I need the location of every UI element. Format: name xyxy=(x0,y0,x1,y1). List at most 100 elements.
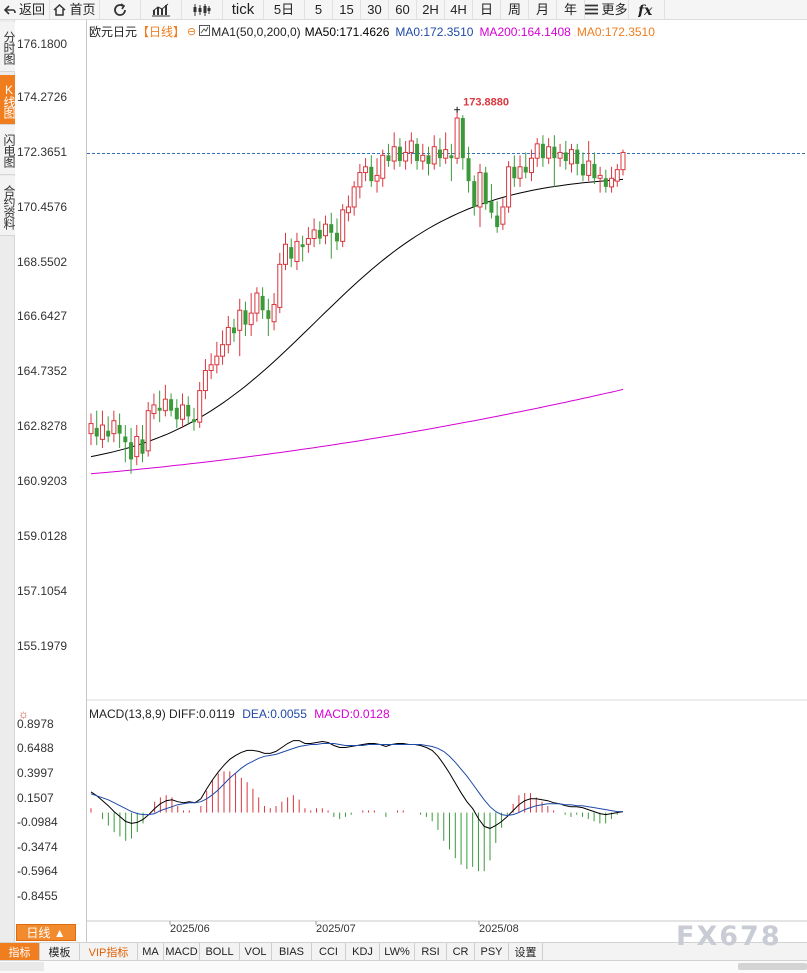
price-tick-label: 172.3651 xyxy=(17,145,68,159)
indicator-tab[interactable]: CR xyxy=(447,943,475,960)
period-15-button[interactable]: 15 xyxy=(333,0,361,19)
candle-body-down xyxy=(334,232,339,242)
candle-body-up xyxy=(546,146,552,159)
candle-body-up xyxy=(225,326,231,346)
indicator-tab[interactable]: CCI xyxy=(312,943,346,960)
indicator-tab[interactable]: MACD xyxy=(164,943,200,960)
macd-diff: DIFF:0.0119 xyxy=(169,707,235,721)
indicator-tab[interactable]: PSY xyxy=(475,943,509,960)
macd-tick-label: 0.8978 xyxy=(17,717,54,731)
tab-contract-info[interactable]: 合约资料 xyxy=(0,176,16,236)
period-日-button[interactable]: 日 xyxy=(473,0,501,19)
period-select-button[interactable]: 日线 ▲ xyxy=(16,924,76,941)
candle-body-down xyxy=(329,224,334,233)
indicator-tab[interactable]: VOL xyxy=(240,943,272,960)
period-tick-button[interactable]: tick xyxy=(223,0,264,19)
tab-timeshare[interactable]: 分时图 xyxy=(0,22,16,72)
macd-tick-label: -0.0984 xyxy=(17,815,58,829)
indicator-name: MA1(50,0,200,0) xyxy=(211,25,301,39)
back-arrow-button[interactable]: 返回 xyxy=(0,0,50,19)
candle-body-down xyxy=(460,118,465,159)
kline-chart[interactable]: 173.8880 xyxy=(0,0,807,942)
scrollbar-left-track[interactable] xyxy=(0,962,44,971)
period-5日-button[interactable]: 5日 xyxy=(264,0,305,19)
indicator-edit-icon[interactable] xyxy=(199,24,211,40)
macd-tick-label: -0.5964 xyxy=(17,864,58,878)
period-4H-button[interactable]: 4H xyxy=(445,0,473,19)
period-30-button[interactable]: 30 xyxy=(361,0,389,19)
candle-body-up xyxy=(311,229,317,240)
candle-body-up xyxy=(363,166,369,174)
candle-body-down xyxy=(449,155,454,159)
macd-settings-icon[interactable]: ☼ xyxy=(18,707,29,721)
period-周-button[interactable]: 周 xyxy=(501,0,529,19)
toolbar-label: 首页 xyxy=(69,2,96,17)
candle-body-up xyxy=(569,149,575,165)
price-tick-label: 166.6427 xyxy=(17,309,68,323)
candle-body-up xyxy=(477,172,483,208)
indicator-tab[interactable]: BOLL xyxy=(200,943,240,960)
indicator-tab[interactable]: BIAS xyxy=(272,943,312,960)
indicator-tab[interactable]: KDJ xyxy=(346,943,380,960)
toolbar-label: 2H xyxy=(422,2,439,17)
candle-body-down xyxy=(603,178,608,187)
watermark-logo: FX678 xyxy=(676,921,782,952)
candle-body-down xyxy=(580,163,585,176)
price-tick-label: 160.9203 xyxy=(17,474,68,488)
indicator-tab[interactable]: VIP指标 xyxy=(80,943,138,960)
price-tick-label: 159.0128 xyxy=(17,529,68,543)
macd-tick-label: 0.3997 xyxy=(17,766,54,780)
indicator-tab[interactable]: LW% xyxy=(380,943,415,960)
scrollbar-thumb[interactable] xyxy=(738,963,807,970)
toolbar-label: 15 xyxy=(339,2,354,17)
candle-body-down xyxy=(466,158,471,182)
refresh-icon xyxy=(112,2,128,18)
candle-body-up xyxy=(271,304,277,323)
candle-body-up xyxy=(517,166,523,179)
candle-body-up xyxy=(380,154,386,179)
period-月-button[interactable]: 月 xyxy=(529,0,557,19)
period-5-button[interactable]: 5 xyxy=(305,0,333,19)
candle-body-up xyxy=(586,160,592,176)
macd-tick-label: -0.8455 xyxy=(17,889,58,903)
candle-body-up xyxy=(403,151,409,162)
macd-tick-label: -0.3474 xyxy=(17,840,58,854)
tab-flash-chart[interactable]: 闪电图 xyxy=(0,125,16,175)
tab-kline[interactable]: K线图 xyxy=(0,75,16,125)
settings-toggle-icon[interactable]: ⊖ xyxy=(187,26,197,38)
price-tick-label: 176.1800 xyxy=(17,37,68,51)
formula-fx-button[interactable]: fx xyxy=(629,0,665,19)
indicator-tab[interactable]: MA xyxy=(138,943,164,960)
refresh-button[interactable] xyxy=(100,0,141,19)
candle-body-up xyxy=(357,172,363,188)
candle-body-down xyxy=(563,152,568,162)
menu-button[interactable]: 更多 xyxy=(585,0,629,19)
ma50-value: MA50:171.4626 xyxy=(304,25,390,39)
period-年-button[interactable]: 年 xyxy=(557,0,585,19)
date-label: 2025/07 xyxy=(316,923,356,935)
candle-body-up xyxy=(208,364,214,372)
period-2H-button[interactable]: 2H xyxy=(417,0,445,19)
macd-dea: DEA:0.0055 xyxy=(242,707,307,721)
indicator-tab[interactable]: 模板 xyxy=(40,943,80,960)
candle-body-up xyxy=(351,186,357,208)
line-chart-icon xyxy=(151,3,171,17)
date-label: 2025/08 xyxy=(479,923,519,935)
indicator-tab[interactable]: 设置 xyxy=(509,943,543,960)
candlestick-button[interactable] xyxy=(182,0,223,19)
indicator-tab[interactable]: RSI xyxy=(415,943,447,960)
ma200-value: MA200:164.1408 xyxy=(479,25,571,39)
line-chart-button[interactable] xyxy=(141,0,182,19)
candle-body-up xyxy=(111,420,117,435)
candle-body-down xyxy=(129,442,134,460)
candle-body-down xyxy=(123,436,128,443)
period-60-button[interactable]: 60 xyxy=(389,0,417,19)
candle-body-down xyxy=(117,425,122,434)
candle-body-up xyxy=(534,143,540,159)
horizontal-scrollbar[interactable] xyxy=(0,961,807,973)
home-button[interactable]: 首页 xyxy=(50,0,100,19)
indicator-tab[interactable]: 指标 xyxy=(0,943,40,960)
toolbar-label: tick xyxy=(231,1,255,18)
price-tick-label: 155.1979 xyxy=(17,639,68,653)
